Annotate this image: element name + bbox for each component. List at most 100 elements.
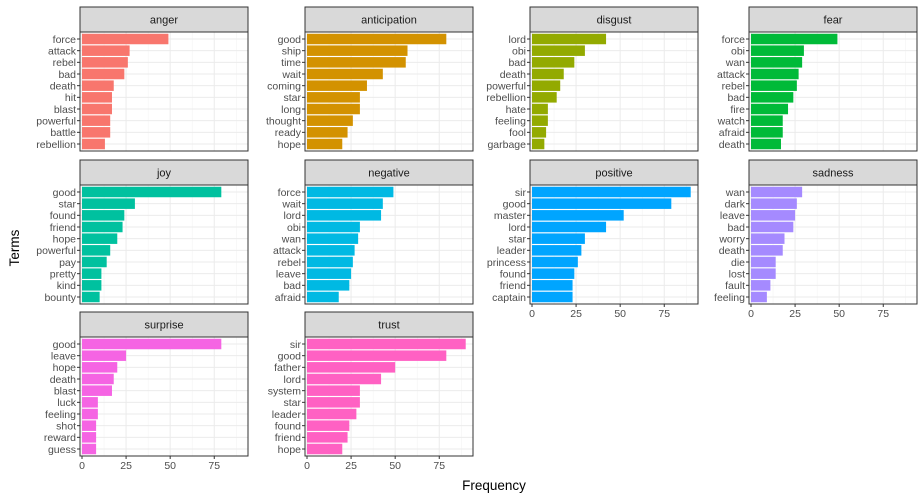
strip-label-joy: joy: [156, 168, 172, 180]
y-tick-label: master: [494, 210, 527, 222]
y-tick-label: garbage: [487, 139, 526, 151]
y-tick-label: afraid: [719, 127, 745, 139]
bar-surprise-leave: [82, 350, 127, 361]
y-tick-label: death: [50, 80, 76, 92]
bar-anger-hit: [82, 92, 112, 103]
y-tick-label: hope: [53, 362, 77, 374]
bar-anger-blast: [82, 103, 112, 115]
strip-label-sadness: sadness: [813, 168, 854, 180]
y-tick-label: ready: [275, 127, 302, 139]
bar-anticipation-coming: [307, 80, 367, 91]
panel-border-sadness: [748, 184, 918, 305]
bar-anger-death: [82, 80, 114, 91]
bar-positive-master: [532, 210, 624, 221]
x-tick-label: 75: [433, 460, 445, 472]
bar-joy-pay: [82, 256, 107, 268]
bar-negative-lord: [307, 210, 382, 221]
y-tick-label: friend: [500, 280, 526, 292]
bar-trust-leader: [307, 408, 357, 420]
x-tick-label: 0: [79, 460, 85, 472]
bar-negative-afraid: [307, 291, 339, 303]
y-tick-label: friend: [275, 432, 301, 444]
bar-anger-rebellion: [82, 138, 105, 150]
bar-trust-star: [307, 397, 360, 408]
y-tick-label: lord: [508, 222, 526, 234]
y-tick-label: rebel: [278, 257, 301, 269]
y-tick-label: long: [281, 104, 301, 116]
x-tick-label: 50: [614, 308, 626, 320]
y-tick-label: dark: [725, 198, 746, 210]
y-tick-label: feeling: [714, 292, 745, 304]
bar-positive-good: [532, 198, 672, 209]
y-tick-label: afraid: [275, 292, 301, 304]
y-tick-label: found: [500, 268, 526, 280]
strip-label-disgust: disgust: [597, 15, 632, 27]
y-tick-label: wan: [281, 233, 301, 245]
bar-positive-found: [532, 268, 575, 279]
y-tick-label: wan: [725, 187, 745, 199]
panel-positive: positive sirgoodmasterlordstarleaderprinc…: [487, 159, 699, 320]
bar-positive-leader: [532, 245, 582, 256]
panel-surprise: surprise goodleavehopedeathblastluckfeeli…: [44, 311, 249, 472]
panel-disgust: disgust lordobibaddeathpowerfulrebellionh…: [486, 6, 699, 152]
y-tick-label: watch: [717, 115, 746, 127]
y-tick-label: lord: [283, 374, 301, 386]
bar-trust-sir: [307, 338, 466, 350]
y-tick-label: bad: [283, 280, 301, 292]
y-tick-label: hope: [53, 233, 77, 245]
bar-positive-star: [532, 233, 585, 244]
y-axis-title: Terms: [7, 229, 22, 266]
strip-label-surprise: surprise: [144, 320, 183, 332]
y-tick-label: pretty: [50, 268, 77, 280]
y-tick-label: sir: [290, 339, 302, 351]
y-tick-label: guess: [48, 444, 76, 456]
bar-trust-good: [307, 350, 447, 361]
y-tick-label: hate: [506, 104, 527, 116]
bar-fear-obi: [751, 45, 804, 56]
bar-joy-powerful: [82, 245, 111, 256]
x-tick-label: 50: [164, 460, 176, 472]
bar-joy-hope: [82, 233, 118, 244]
strip-label-anticipation: anticipation: [361, 15, 417, 27]
x-tick-label: 0: [748, 308, 754, 320]
y-tick-label: star: [508, 233, 526, 245]
panel-border-negative: [304, 184, 474, 305]
bar-sadness-dark: [751, 198, 797, 209]
y-tick-label: ship: [282, 45, 301, 57]
bar-negative-force: [307, 186, 394, 198]
strip-label-anger: anger: [150, 15, 178, 27]
bar-anger-powerful: [82, 115, 111, 126]
y-tick-label: obi: [512, 45, 526, 57]
y-tick-label: star: [283, 397, 301, 409]
y-tick-label: leave: [276, 268, 301, 280]
panel-trust: trust sirgoodfatherlordsystemstarleaderfo…: [268, 311, 474, 472]
bar-anticipation-ship: [307, 45, 408, 56]
strip-disgust: [529, 6, 699, 33]
bar-anger-attack: [82, 45, 130, 56]
bar-anticipation-hope: [307, 138, 343, 150]
y-tick-label: death: [50, 374, 76, 386]
y-tick-label: found: [50, 210, 76, 222]
y-tick-label: leave: [720, 210, 745, 222]
y-tick-label: death: [719, 139, 745, 151]
bar-surprise-blast: [82, 385, 112, 396]
bar-joy-pretty: [82, 268, 102, 279]
bar-disgust-feeling: [532, 115, 548, 126]
y-tick-label: pay: [59, 257, 77, 269]
panel-border-surprise: [79, 336, 249, 457]
bar-positive-friend: [532, 280, 573, 291]
panel-anger: anger forceattackrebelbaddeathhitblastpow…: [36, 6, 249, 152]
y-tick-label: father: [274, 362, 301, 374]
y-tick-label: force: [278, 187, 302, 199]
strip-trust: [304, 311, 474, 338]
y-tick-label: blast: [54, 104, 76, 116]
x-tick-label: 50: [389, 460, 401, 472]
y-tick-label: bad: [727, 92, 745, 104]
y-tick-label: leader: [272, 409, 302, 421]
bar-anticipation-thought: [307, 115, 353, 126]
panel-border-anger: [79, 31, 249, 152]
strip-label-trust: trust: [378, 320, 399, 332]
y-tick-label: good: [503, 198, 527, 210]
panel-border-fear: [748, 31, 918, 152]
